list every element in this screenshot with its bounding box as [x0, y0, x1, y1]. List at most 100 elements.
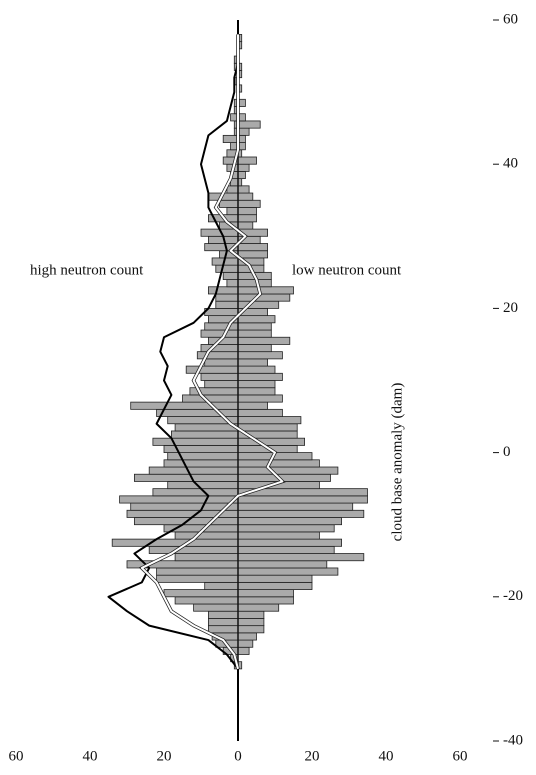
bar-right — [237, 473, 331, 482]
bar-right — [237, 596, 294, 605]
bar-left — [174, 596, 239, 605]
bar-right — [237, 358, 269, 367]
bar-right — [237, 416, 302, 425]
y-tick-label: 40 — [503, 156, 518, 172]
bar-left — [200, 329, 239, 338]
bar-left — [204, 307, 239, 317]
bar-right — [237, 315, 276, 324]
y-tick-label: 60 — [503, 11, 518, 27]
y-tick-label: -20 — [503, 588, 523, 604]
bar-left — [226, 185, 239, 194]
bar-right — [237, 192, 254, 201]
bar-left — [156, 574, 239, 583]
bar-left — [133, 473, 239, 482]
bar-left — [204, 358, 239, 367]
bar-right — [237, 531, 320, 540]
bar-left — [152, 437, 239, 446]
bar-right — [237, 250, 269, 259]
bar-left — [167, 481, 239, 490]
annotation: low neutron count — [292, 262, 402, 278]
bar-right — [237, 567, 339, 576]
bar-right — [237, 553, 365, 562]
bar-left — [174, 423, 239, 432]
bar-right — [237, 365, 276, 374]
x-tick-label: 0 — [234, 748, 242, 764]
bar-right — [237, 509, 365, 518]
bar-right — [237, 387, 276, 396]
bar-right — [237, 466, 339, 475]
bar-right — [237, 214, 257, 223]
bar-left — [185, 365, 239, 374]
bar-right — [237, 286, 294, 295]
bar-left — [207, 610, 239, 619]
bar-right — [237, 329, 272, 338]
bar-right — [237, 293, 291, 302]
bar-left — [219, 199, 239, 208]
bar-right — [237, 221, 254, 230]
bar-right — [237, 408, 283, 417]
bar-left — [200, 372, 239, 381]
bar-left — [119, 495, 239, 504]
bar-right — [237, 351, 283, 360]
bar-right — [237, 344, 272, 353]
bar-left — [207, 618, 239, 627]
bar-right — [237, 560, 328, 569]
bar-left — [156, 567, 239, 576]
x-tick-label: 20 — [157, 748, 172, 764]
bar-right — [237, 545, 335, 554]
bar-right — [237, 401, 269, 410]
bar-right — [237, 589, 294, 598]
bar-left — [204, 581, 239, 590]
bar-right — [237, 394, 283, 403]
bar-left — [222, 134, 239, 143]
bar-left — [156, 408, 239, 417]
x-tick-label: 60 — [453, 748, 468, 764]
bar-left — [148, 466, 239, 475]
bar-left — [174, 553, 239, 562]
bar-right — [237, 163, 250, 172]
bar-left — [204, 322, 239, 331]
bar-right — [237, 495, 368, 504]
bar-left — [163, 589, 239, 598]
line — [140, 34, 284, 670]
bar-left — [148, 545, 239, 554]
bar-right — [237, 156, 257, 165]
bar-left — [207, 625, 239, 634]
bar-left — [163, 459, 239, 468]
bar-right — [237, 279, 272, 288]
bar-right — [237, 603, 280, 612]
bar-left — [226, 207, 239, 216]
bar-right — [237, 610, 265, 619]
bar-right — [237, 574, 313, 583]
y-axis-label: cloud base anomaly (dam) — [389, 383, 405, 542]
bar-right — [237, 322, 272, 331]
bar-left — [204, 380, 239, 389]
bar-right — [237, 423, 298, 432]
bar-right — [237, 336, 291, 345]
bar-left — [130, 401, 239, 410]
bar-right — [237, 185, 250, 194]
bar-left — [215, 300, 239, 309]
bar-right — [237, 502, 354, 511]
bar-right — [237, 243, 269, 252]
bar-right — [237, 517, 342, 526]
bar-right — [237, 459, 320, 468]
x-tick-label: 60 — [9, 748, 24, 764]
bar-right — [237, 581, 313, 590]
bar-right — [237, 437, 305, 446]
x-tick-label: 40 — [83, 748, 98, 764]
bar-right — [237, 646, 250, 655]
x-tick-label: 40 — [379, 748, 394, 764]
bar-right — [237, 618, 265, 627]
bar-left — [111, 538, 239, 547]
bar-right — [237, 380, 276, 389]
bar-right — [237, 171, 246, 180]
bar-left — [193, 603, 239, 612]
bar-right — [237, 524, 335, 533]
bar-right — [237, 120, 261, 129]
y-tick-label: -40 — [503, 732, 523, 748]
bar-left — [215, 264, 239, 273]
bar-right — [237, 625, 265, 634]
bar-left — [182, 394, 239, 403]
